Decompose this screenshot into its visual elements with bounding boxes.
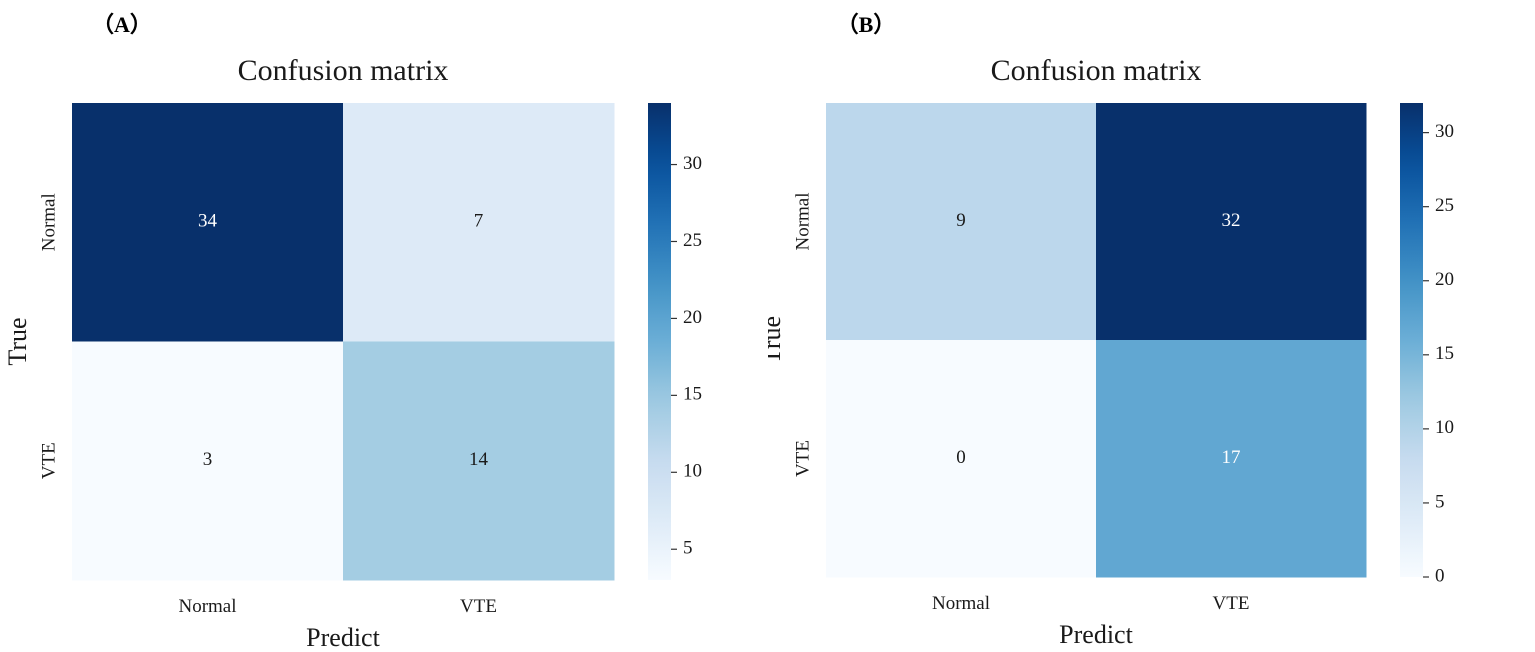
y-tick-label: VTE [38,442,59,479]
confusion-matrix-chart: （A） Confusion matrix 34 7 3 14 Normal VTE Predic… [3,12,702,652]
cell-value-label: 9 [956,210,966,231]
cell-value-label: 0 [956,447,966,468]
colorbar-tick-label: 5 [1435,491,1445,512]
x-tick-label: Normal [932,593,990,614]
cell-value-label: 3 [203,449,213,470]
heatmap-cell-1-1 [343,341,615,581]
x-axis-label: Predict [1059,620,1133,649]
x-axis-label: Predict [306,623,380,652]
colorbar-tick-label: 10 [683,461,702,482]
panel-label: （A） [92,12,152,37]
y-axis-label: True [768,316,786,364]
x-tick-label: Normal [178,596,236,617]
colorbar-tick-label: 25 [1435,195,1454,216]
y-tick-label: VTE [792,440,813,477]
heatmap-cell-1-1 [1096,340,1367,578]
confusion-matrix-chart: （B） Confusion matrix 9 32 0 17 Normal VTE Predic… [768,12,1454,649]
cell-value-label: 14 [469,449,489,470]
y-tick-label: Normal [38,193,59,251]
colorbar-tick-label: 0 [1435,565,1445,586]
y-axis-label: True [3,317,32,365]
colorbar-tick-label: 20 [1435,269,1454,290]
heatmap-cell-0-1 [343,103,615,342]
colorbar-tick-label: 15 [1435,343,1454,364]
heatmap-cell-1-0 [826,340,1097,578]
colorbar-tick-label: 30 [1435,121,1454,142]
x-tick-label: VTE [460,596,497,617]
cell-value-label: 7 [474,211,484,232]
colorbar-tick-label: 20 [683,307,702,328]
cell-value-label: 17 [1222,447,1241,468]
heatmap-cell-0-0 [72,103,344,342]
panel-a: （A） Confusion matrix 34 7 3 14 Normal VTE Predic… [0,0,767,652]
heatmap-cell-0-1 [1096,103,1367,341]
panel-label: （B） [837,12,896,37]
colorbar-tick-label: 15 [683,384,702,405]
colorbar-tick-label: 30 [683,153,702,174]
panel-b: （B） Confusion matrix 9 32 0 17 Normal VTE Predic… [768,0,1535,652]
colorbar-tick-label: 25 [683,230,702,251]
x-tick-label: VTE [1213,593,1250,614]
heatmap-cell-0-0 [826,103,1097,341]
colorbar [1400,103,1423,577]
cell-value-label: 34 [198,211,218,232]
chart-title: Confusion matrix [991,54,1202,87]
cell-value-label: 32 [1222,210,1241,231]
colorbar [648,103,671,580]
heatmap-cell-1-0 [72,341,344,581]
colorbar-tick-label: 5 [683,538,693,559]
y-tick-label: Normal [792,192,813,250]
colorbar-tick-label: 10 [1435,417,1454,438]
chart-title: Confusion matrix [238,54,449,87]
